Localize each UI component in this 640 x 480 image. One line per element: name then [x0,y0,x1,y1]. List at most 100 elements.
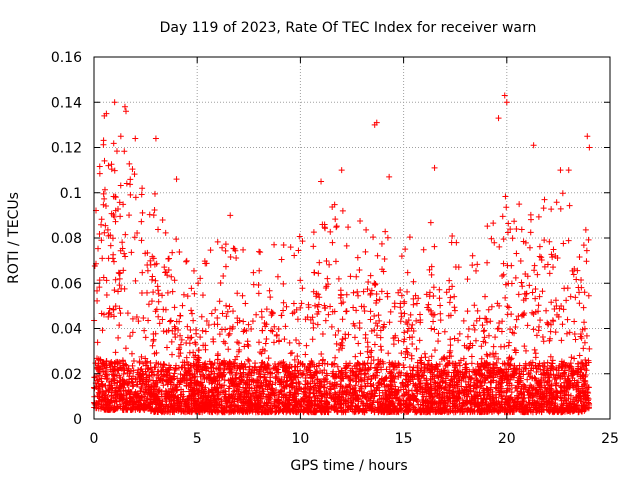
data-point [480,338,487,345]
data-point [145,365,152,372]
data-point [461,342,468,349]
data-point [222,241,229,248]
data-point [377,343,384,350]
data-point [408,387,415,394]
data-point [487,318,494,325]
data-point [138,237,145,244]
data-point [151,190,158,197]
data-point [362,248,369,255]
data-point [407,378,414,385]
data-point [118,285,125,292]
data-point [538,254,545,261]
data-point [347,377,354,384]
data-point [515,313,522,320]
data-point [370,357,377,364]
data-point [518,226,525,233]
data-point [142,389,149,396]
data-point [167,317,174,324]
data-point [578,359,585,366]
data-point [126,160,133,167]
data-point [219,389,226,396]
data-point [503,204,510,211]
data-point [352,353,359,360]
data-point [437,302,444,309]
data-point [135,318,142,325]
data-point [197,275,204,282]
data-point [580,345,587,352]
data-point [163,344,170,351]
data-point [257,249,264,256]
data-point [115,334,122,341]
data-point [480,328,487,335]
data-point [96,163,103,170]
data-point [361,389,368,396]
data-point [521,343,528,350]
data-point [565,373,572,380]
data-point [255,371,262,378]
data-point [513,250,520,257]
data-point [271,403,278,410]
data-point [577,330,584,337]
data-point [476,315,483,322]
data-point [154,368,161,375]
data-point [518,279,525,286]
data-point [129,329,136,336]
data-point [578,284,585,291]
grid-lines [94,57,610,419]
data-point [326,261,333,268]
data-point [189,310,196,317]
data-point [541,263,548,270]
data-point [327,303,334,310]
data-point [339,207,346,214]
data-point [100,141,107,148]
data-point [262,340,269,347]
data-point [519,283,526,290]
data-point [410,301,417,308]
data-point [112,276,119,283]
data-point [335,346,342,353]
data-point [178,336,185,343]
data-point [511,218,518,225]
data-point [350,304,357,311]
data-point [507,326,514,333]
data-point [271,323,278,330]
data-point [563,330,570,337]
data-point [110,306,117,313]
data-point [205,322,212,329]
data-point [180,291,187,298]
data-point [469,252,476,259]
data-point [531,346,538,353]
data-point [547,353,554,360]
data-point [380,323,387,330]
data-point [499,318,506,325]
data-point [278,256,285,263]
data-point [236,346,243,353]
data-point [294,353,301,360]
data-point [96,284,103,291]
data-point [98,216,105,223]
data-point [119,245,126,252]
data-point [401,329,408,336]
data-point [325,311,332,318]
data-point [436,286,443,293]
data-point [425,301,432,308]
data-point [404,328,411,335]
data-point [207,247,214,254]
data-point [531,262,538,269]
data-point [448,353,455,360]
data-point [582,356,589,363]
data-point [150,212,157,219]
data-point [373,332,380,339]
data-point [548,206,555,213]
data-point [280,358,287,365]
data-point [474,261,481,268]
data-point [422,354,429,361]
data-point [534,271,541,278]
data-point [112,303,119,310]
data-point [396,396,403,403]
data-point [502,294,509,301]
data-point [266,287,273,294]
data-point [269,309,276,316]
data-point [191,290,198,297]
data-point [402,246,409,253]
